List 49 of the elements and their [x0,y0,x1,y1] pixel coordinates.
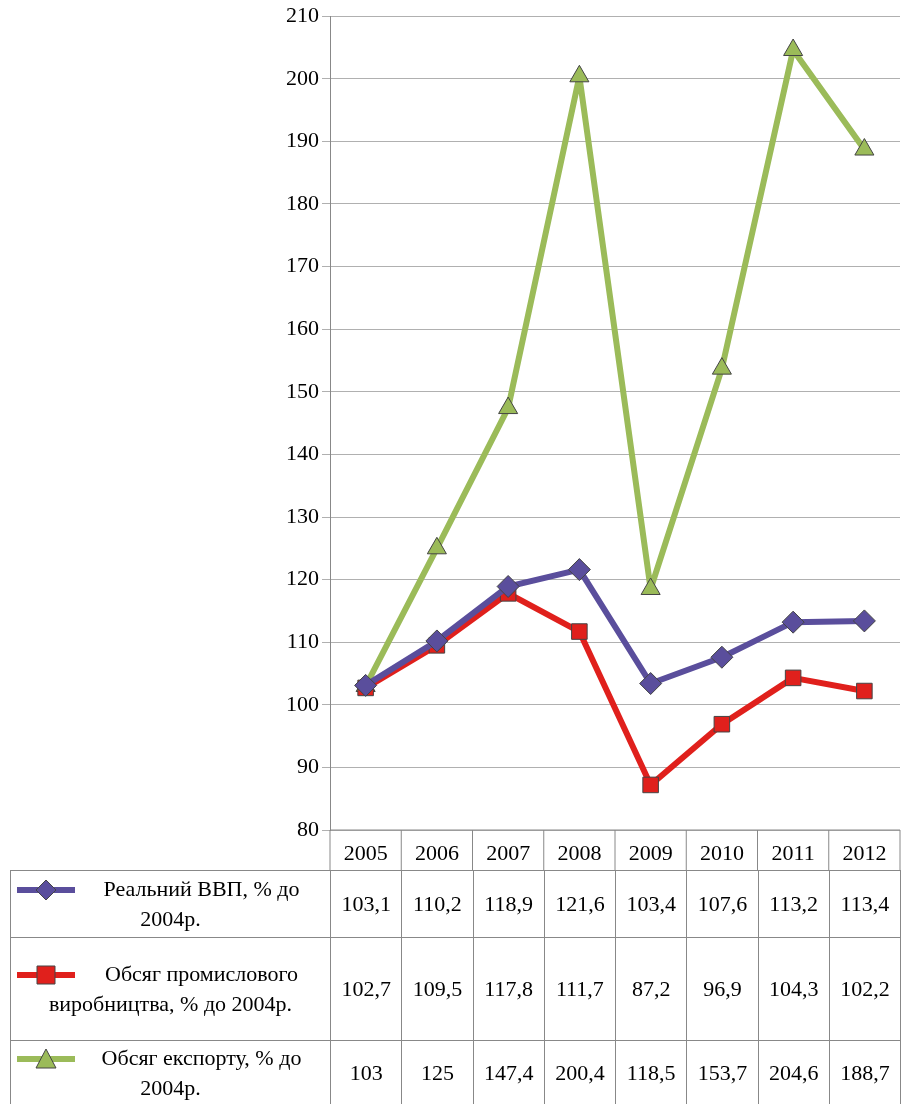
data-label: 111,7 [544,937,616,1041]
data-label: 147,4 [473,1040,545,1104]
y-tick-label: 200 [286,64,319,90]
data-label: 113,4 [829,870,901,938]
x-tick-label: 2010 [699,839,744,865]
x-tick-label: 2008 [557,839,602,865]
y-tick-label: 170 [286,252,319,278]
y-tick-label: 210 [286,1,319,27]
data-label: 204,6 [758,1040,830,1104]
data-label: 103,4 [615,870,687,938]
y-tick-label: 120 [286,565,319,591]
data-label: 87,2 [615,937,687,1041]
y-tick-label: 130 [286,502,319,528]
data-label: 104,3 [758,937,830,1041]
x-tick-label: 2007 [486,839,531,865]
data-label: 118,9 [473,870,545,938]
legend-label: Реальний ВВП, % до 2004р. [103,876,300,931]
y-tick-label: 160 [286,314,319,340]
data-label: 107,6 [686,870,758,938]
data-label: 113,2 [758,870,830,938]
data-label: 102,7 [330,937,402,1041]
data-label: 96,9 [686,937,758,1041]
data-label: 188,7 [829,1040,901,1104]
data-label: 121,6 [544,870,616,938]
data-label: 153,7 [686,1040,758,1104]
y-tick-label: 180 [286,189,319,215]
data-label: 117,8 [473,937,545,1041]
data-label: 110,2 [401,870,473,938]
x-tick-label: 2011 [771,839,815,865]
y-tick-label: 100 [286,690,319,716]
legend-label: Обсяг промислового виробництва, % до 2004р. [48,961,298,1016]
data-label: 109,5 [401,937,473,1041]
data-label: 125 [401,1040,473,1104]
data-label: 103,1 [330,870,402,938]
y-tick-label: 110 [286,627,319,653]
y-tick-label: 90 [297,753,319,779]
y-tick-label: 80 [297,815,319,841]
y-tick-label: 190 [286,127,319,153]
x-tick-label: 2005 [343,839,388,865]
y-tick-label: 150 [286,377,319,403]
legend-label: Обсяг експорту, % до 2004р. [101,1044,302,1100]
data-label: 102,2 [829,937,901,1041]
x-tick-label: 2009 [628,839,673,865]
data-label: 103 [330,1040,402,1104]
y-tick-label: 140 [286,440,319,466]
x-tick-label: 2012 [842,839,887,865]
data-label: 200,4 [544,1040,616,1104]
data-label: 118,5 [615,1040,687,1104]
x-tick-label: 2006 [414,839,459,865]
